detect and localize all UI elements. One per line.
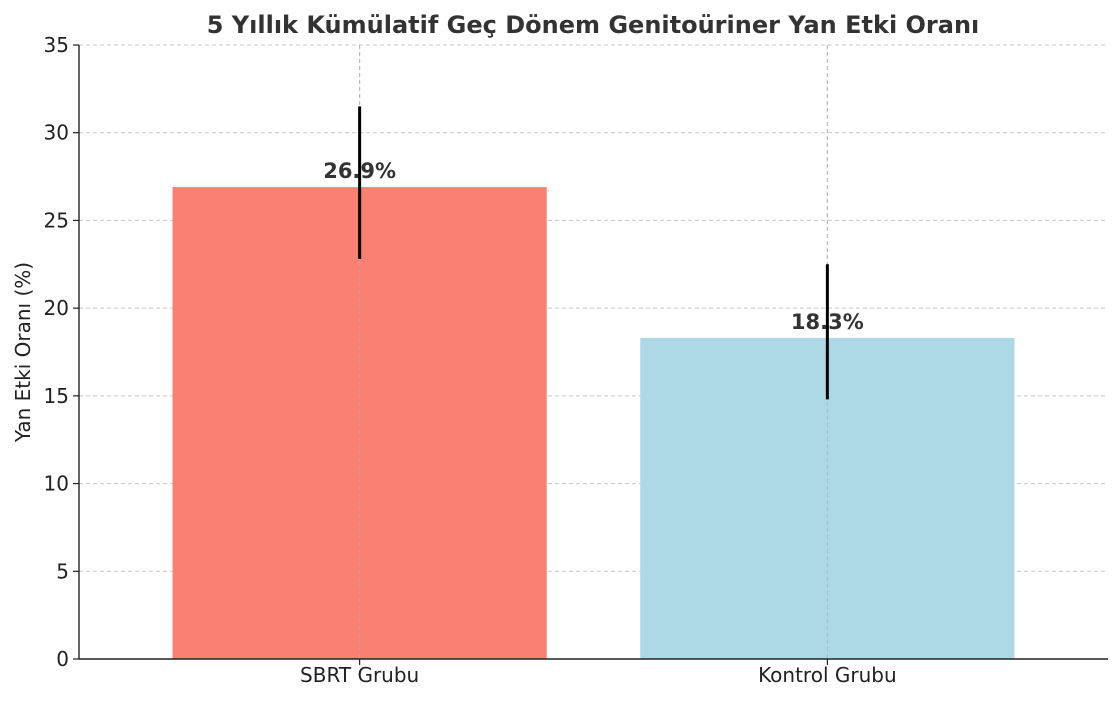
x-tick-label: SBRT Grubu (300, 663, 419, 687)
data-label-1: 26.9% (323, 159, 396, 183)
y-tick-label: 25 (44, 208, 69, 232)
y-tick-label: 30 (44, 121, 69, 145)
data-label-2: 18.3% (791, 310, 864, 334)
y-tick-label: 0 (56, 647, 69, 671)
x-tick-label: Kontrol Grubu (758, 663, 897, 687)
y-tick-label: 10 (44, 472, 69, 496)
chart-title: 5 Yıllık Kümülatif Geç Dönem Genitoürine… (207, 11, 980, 39)
error-bars-layer (358, 106, 829, 400)
y-axis-label: Yan Etki Oranı (%) (11, 262, 35, 443)
ticks-layer: 0 5 10 15 20 25 30 35 SBRT Grubu Kontrol Grubu (44, 33, 897, 687)
bars-layer (172, 45, 1015, 659)
axes-layer (78, 45, 1108, 660)
data-labels-layer: 26.9% 18.3% (323, 159, 864, 334)
y-tick-label: 5 (56, 559, 69, 583)
y-tick-label: 15 (44, 384, 69, 408)
y-tick-label: 20 (44, 296, 69, 320)
y-tick-label: 35 (44, 33, 69, 57)
